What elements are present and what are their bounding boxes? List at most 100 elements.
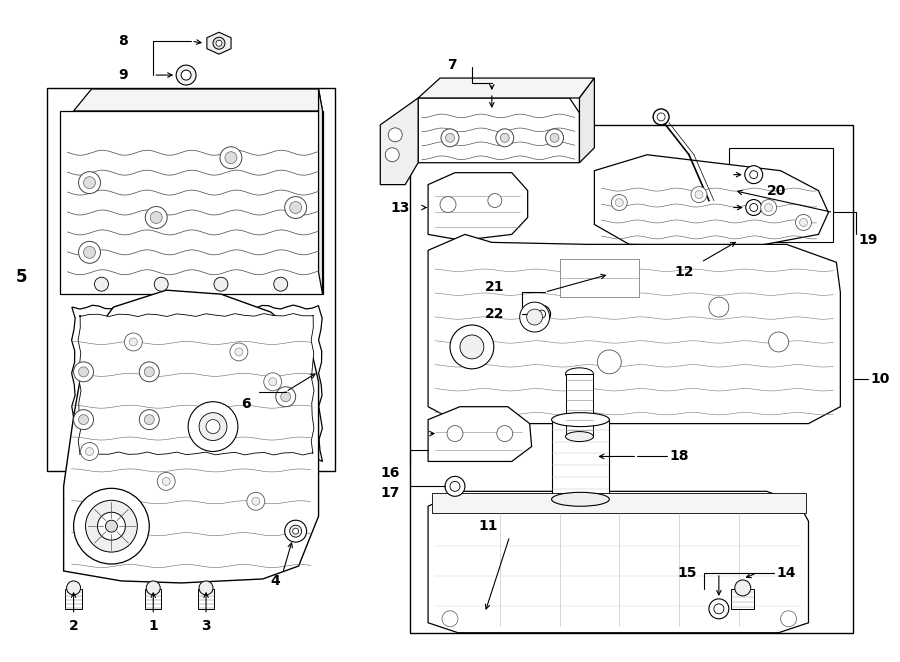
Polygon shape xyxy=(580,78,594,163)
Text: 14: 14 xyxy=(777,566,797,580)
Circle shape xyxy=(526,309,543,325)
Text: 15: 15 xyxy=(678,566,697,580)
Circle shape xyxy=(290,201,302,214)
Circle shape xyxy=(105,520,117,532)
Circle shape xyxy=(519,302,550,332)
Circle shape xyxy=(695,191,703,199)
Bar xyxy=(560,260,639,297)
Text: 17: 17 xyxy=(381,487,400,500)
Circle shape xyxy=(206,420,220,434)
Circle shape xyxy=(442,611,458,627)
Text: 5: 5 xyxy=(16,268,28,286)
Polygon shape xyxy=(72,305,322,463)
Circle shape xyxy=(445,477,465,496)
Circle shape xyxy=(97,512,125,540)
Circle shape xyxy=(145,207,167,228)
Ellipse shape xyxy=(552,493,609,506)
Circle shape xyxy=(209,410,229,430)
Circle shape xyxy=(181,70,191,80)
Text: 6: 6 xyxy=(241,397,251,410)
Circle shape xyxy=(460,335,484,359)
Bar xyxy=(47,88,336,471)
Circle shape xyxy=(292,528,299,534)
Circle shape xyxy=(500,133,509,142)
Circle shape xyxy=(78,171,101,193)
Circle shape xyxy=(147,581,160,595)
Circle shape xyxy=(284,197,307,218)
Text: 4: 4 xyxy=(271,574,281,588)
Polygon shape xyxy=(381,98,418,185)
Circle shape xyxy=(450,325,494,369)
Text: 3: 3 xyxy=(202,619,211,633)
Text: 11: 11 xyxy=(478,519,498,533)
Circle shape xyxy=(440,197,456,213)
Circle shape xyxy=(247,493,265,510)
Circle shape xyxy=(74,489,149,564)
Circle shape xyxy=(220,147,242,169)
Circle shape xyxy=(750,203,758,211)
Circle shape xyxy=(750,171,758,179)
Circle shape xyxy=(388,128,402,142)
Circle shape xyxy=(74,410,94,430)
Circle shape xyxy=(225,152,237,164)
Circle shape xyxy=(86,448,94,455)
Circle shape xyxy=(94,277,108,291)
Circle shape xyxy=(709,599,729,619)
Circle shape xyxy=(214,414,224,424)
Text: 1: 1 xyxy=(148,619,158,633)
Polygon shape xyxy=(428,173,527,240)
Circle shape xyxy=(74,362,94,382)
Circle shape xyxy=(140,362,159,382)
Circle shape xyxy=(598,350,621,374)
Circle shape xyxy=(745,166,762,183)
Bar xyxy=(552,420,609,499)
Circle shape xyxy=(746,199,761,216)
Circle shape xyxy=(545,129,563,147)
Circle shape xyxy=(497,426,513,442)
Polygon shape xyxy=(319,89,322,294)
Circle shape xyxy=(214,277,228,291)
Circle shape xyxy=(769,332,788,352)
Circle shape xyxy=(488,193,502,207)
Circle shape xyxy=(653,109,669,125)
Circle shape xyxy=(616,199,624,207)
Circle shape xyxy=(213,37,225,49)
Circle shape xyxy=(290,525,302,537)
Circle shape xyxy=(275,387,296,406)
Circle shape xyxy=(284,520,307,542)
Circle shape xyxy=(734,580,751,596)
Circle shape xyxy=(144,367,154,377)
Text: 12: 12 xyxy=(674,265,694,279)
Polygon shape xyxy=(428,406,532,461)
Circle shape xyxy=(537,310,545,318)
Polygon shape xyxy=(428,491,808,633)
Circle shape xyxy=(780,611,796,627)
Circle shape xyxy=(796,214,812,230)
Circle shape xyxy=(78,414,88,424)
Circle shape xyxy=(67,581,81,595)
Polygon shape xyxy=(59,111,322,294)
Circle shape xyxy=(714,604,724,614)
Circle shape xyxy=(252,497,260,505)
Circle shape xyxy=(447,426,463,442)
Circle shape xyxy=(81,442,98,461)
Circle shape xyxy=(496,129,514,147)
Circle shape xyxy=(657,113,665,121)
Circle shape xyxy=(550,133,559,142)
Circle shape xyxy=(144,414,154,424)
Circle shape xyxy=(281,392,291,402)
Polygon shape xyxy=(418,98,580,163)
Circle shape xyxy=(130,338,138,346)
Circle shape xyxy=(230,343,248,361)
Circle shape xyxy=(235,348,243,356)
Text: 10: 10 xyxy=(870,372,890,386)
Circle shape xyxy=(150,211,162,224)
Circle shape xyxy=(86,500,138,552)
Circle shape xyxy=(264,373,282,391)
Circle shape xyxy=(450,481,460,491)
Circle shape xyxy=(385,148,400,162)
Text: 7: 7 xyxy=(447,58,457,72)
Circle shape xyxy=(691,187,707,203)
Polygon shape xyxy=(64,290,319,583)
Bar xyxy=(410,125,853,633)
